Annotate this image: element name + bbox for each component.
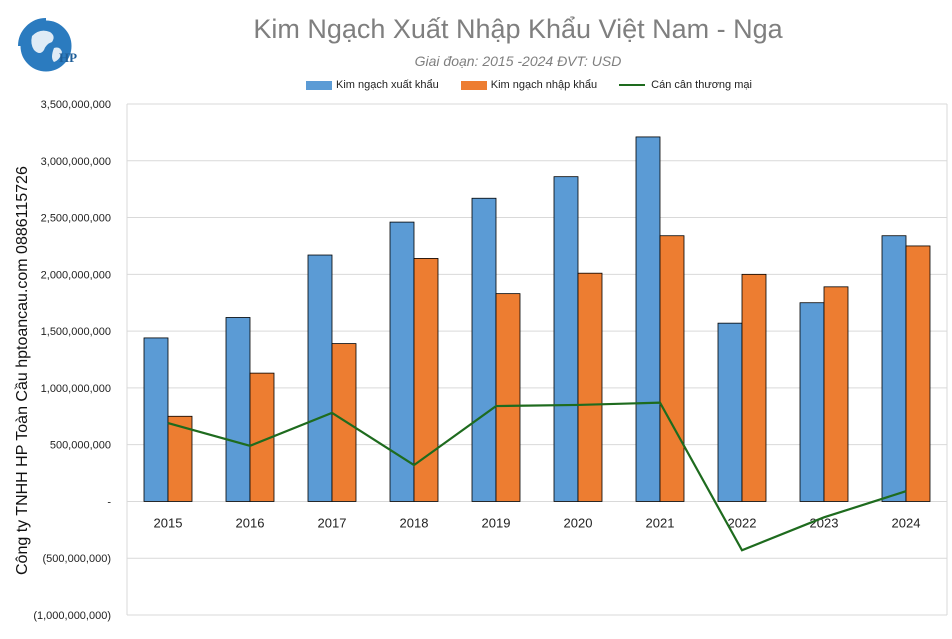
legend-swatch-import <box>460 80 487 90</box>
legend-item-import: Kim ngạch nhập khẩu <box>460 79 598 91</box>
legend-swatch-balance <box>619 84 646 86</box>
globe-logo-icon: HP <box>10 10 82 82</box>
y-tick-label: 3,500,000,000 <box>41 99 111 111</box>
y-tick-label: (500,000,000) <box>43 553 112 565</box>
legend-item-export: Kim ngạch xuất khẩu <box>306 79 439 91</box>
legend-label-import: Kim ngạch nhập khẩu <box>490 79 598 91</box>
y-tick-label: (1,000,000,000) <box>33 610 111 622</box>
bar-import-2018 <box>413 258 439 502</box>
bar-export-2018 <box>389 221 415 502</box>
y-tick-label: 1,500,000,000 <box>41 326 111 338</box>
x-tick-label: 2022 <box>728 515 757 530</box>
legend-swatch-export <box>306 80 332 90</box>
bar-export-2017 <box>307 254 333 502</box>
bar-import-2015 <box>167 415 193 502</box>
legend-label-export: Kim ngạch xuất khẩu <box>336 79 439 91</box>
bar-export-2024 <box>881 235 907 502</box>
bar-import-2021 <box>659 235 685 502</box>
bar-import-2017 <box>331 343 357 502</box>
logo-text: HP <box>59 50 77 65</box>
x-tick-label: 2019 <box>482 515 511 530</box>
bar-export-2016 <box>225 317 251 502</box>
bar-export-2021 <box>635 136 661 502</box>
y-tick-label: 500,000,000 <box>50 440 111 452</box>
bar-export-2019 <box>471 197 497 502</box>
legend-label-balance: Cán cân thương mại <box>651 79 752 91</box>
x-tick-label: 2024 <box>892 515 921 530</box>
chart-subtitle: Giai đoạn: 2015 -2024 ĐVT: USD <box>414 53 622 69</box>
legend-item-balance: Cán cân thương mại <box>619 79 752 91</box>
y-tick-label: - <box>107 496 111 508</box>
x-tick-label: 2020 <box>564 515 593 530</box>
bar-export-2023 <box>799 302 825 502</box>
x-tick-label: 2021 <box>646 515 675 530</box>
x-tick-label: 2018 <box>400 515 429 530</box>
bar-export-2020 <box>553 176 579 502</box>
bar-import-2020 <box>577 272 603 502</box>
x-tick-label: 2017 <box>318 515 347 530</box>
bar-export-2015 <box>143 337 169 502</box>
y-tick-label: 2,500,000,000 <box>41 213 111 225</box>
bar-import-2022 <box>741 273 767 502</box>
bar-export-2022 <box>717 322 743 502</box>
x-tick-label: 2016 <box>236 515 265 530</box>
line-trade-balance <box>167 401 907 552</box>
chart-legend: Kim ngạch xuất khẩu Kim ngạch nhập khẩu … <box>306 79 774 91</box>
bar-import-2023 <box>823 286 849 502</box>
y-tick-label: 1,000,000,000 <box>41 383 111 395</box>
x-tick-label: 2015 <box>154 515 183 530</box>
chart-title: Kim Ngạch Xuất Nhập Khẩu Việt Nam - Nga <box>253 14 783 44</box>
bar-import-2019 <box>495 293 521 502</box>
bar-import-2024 <box>905 245 931 502</box>
y-tick-label: 2,000,000,000 <box>41 269 111 281</box>
y-tick-label: 3,000,000,000 <box>41 156 111 168</box>
